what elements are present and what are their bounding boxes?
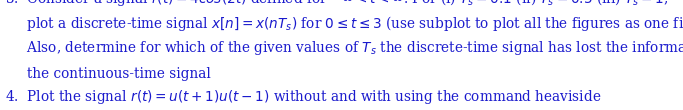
Text: plot a discrete-time signal $x[n] = x(nT_s)$ for $0 \leq t \leq 3$ (use subplot : plot a discrete-time signal $x[n] = x(nT… [5,14,683,33]
Text: the continuous-time signal: the continuous-time signal [5,67,211,81]
Text: 3.  Consider a signal $r(t) = 4cos(2t)$ defined for $-\infty < t < \infty$. For : 3. Consider a signal $r(t) = 4cos(2t)$ d… [5,0,669,8]
Text: Also, determine for which of the given values of $T_s$ the discrete-time signal : Also, determine for which of the given v… [5,39,683,57]
Text: 4.  Plot the signal $r(t) = u(t+1)u(t-1)$ without and with using the command hea: 4. Plot the signal $r(t) = u(t+1)u(t-1)$… [5,88,602,106]
